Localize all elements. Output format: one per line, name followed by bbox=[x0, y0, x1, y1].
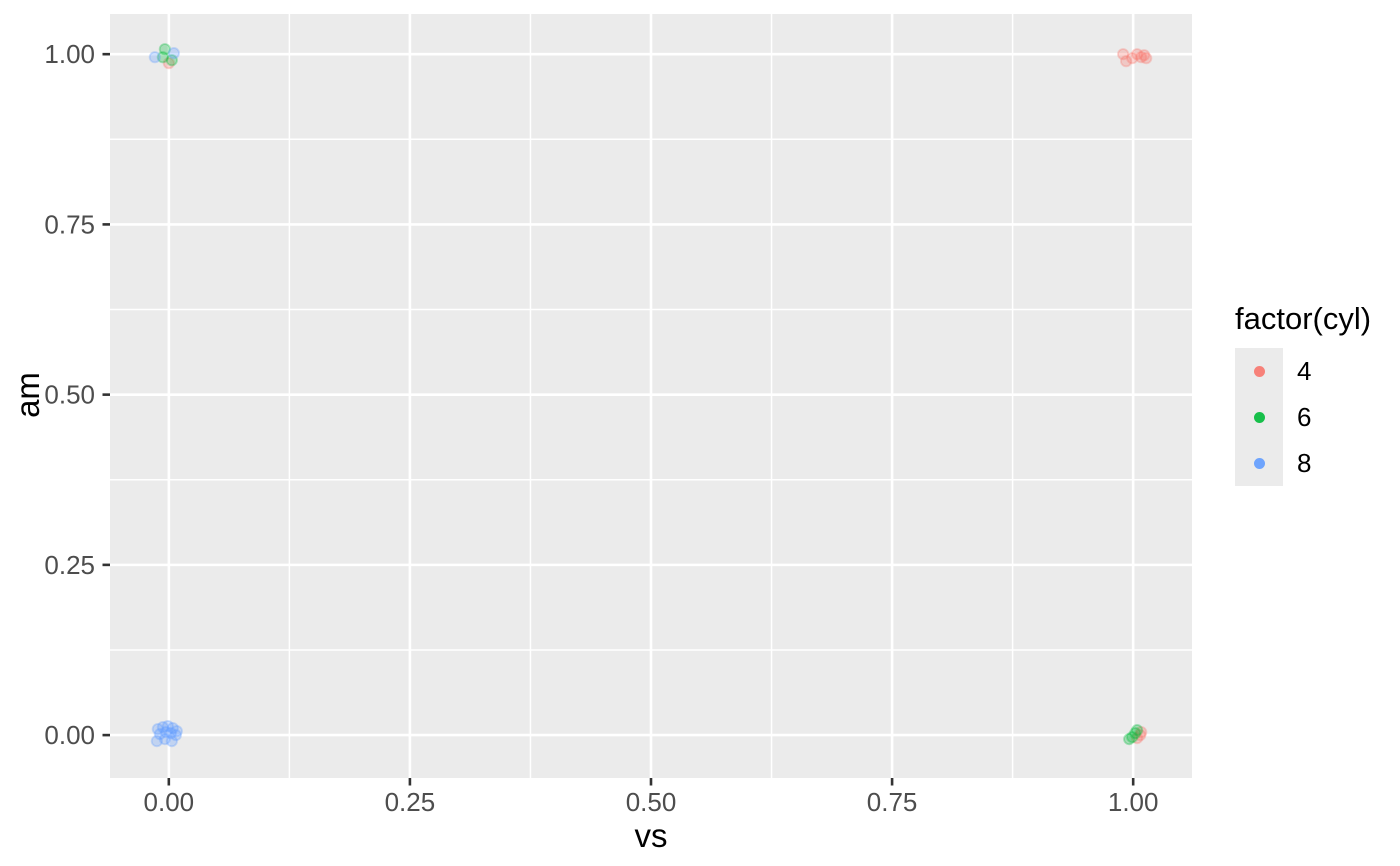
data-point-cyl-8 bbox=[151, 723, 164, 736]
legend-key bbox=[1235, 348, 1283, 394]
data-point-cyl-8 bbox=[161, 720, 174, 733]
data-point-cyl-8 bbox=[167, 47, 180, 60]
x-tick-label: 0.25 bbox=[385, 787, 436, 817]
y-tick-label: 0.25 bbox=[44, 550, 95, 580]
legend-point-icon bbox=[1253, 365, 1265, 377]
legend-label: 4 bbox=[1297, 355, 1312, 386]
data-point-cyl-8 bbox=[148, 51, 161, 64]
legend-point-icon bbox=[1253, 457, 1265, 469]
data-point-cyl-6 bbox=[1123, 733, 1136, 746]
legend-item-6: 6 bbox=[1235, 394, 1371, 440]
data-point-cyl-8 bbox=[164, 727, 177, 740]
y-tick-label: 0.75 bbox=[44, 209, 95, 239]
legend-point-icon bbox=[1253, 411, 1265, 423]
legend: factor(cyl) 4 6 8 bbox=[1235, 302, 1371, 486]
y-axis-title: am bbox=[9, 372, 46, 418]
y-tick-label: 0.50 bbox=[44, 380, 95, 410]
data-point-cyl-6 bbox=[165, 54, 178, 67]
y-tick-label: 0.00 bbox=[44, 720, 95, 750]
legend-title: factor(cyl) bbox=[1235, 301, 1372, 336]
x-tick-label: 0.75 bbox=[867, 787, 918, 817]
data-point-cyl-4 bbox=[1117, 48, 1130, 61]
data-point-cyl-8 bbox=[156, 721, 169, 734]
data-point-cyl-4 bbox=[1120, 55, 1133, 68]
x-tick-label: 0.00 bbox=[144, 787, 195, 817]
legend-label: 6 bbox=[1297, 401, 1312, 432]
data-point-cyl-4 bbox=[1135, 726, 1148, 739]
data-point-cyl-8 bbox=[166, 721, 179, 735]
legend-item-4: 4 bbox=[1235, 348, 1371, 394]
data-point-cyl-4 bbox=[162, 57, 175, 70]
data-point-cyl-4 bbox=[1126, 52, 1139, 65]
legend-items: 4 6 8 bbox=[1235, 348, 1371, 486]
data-point-cyl-6 bbox=[1131, 724, 1144, 737]
legend-key bbox=[1235, 440, 1283, 486]
x-axis-title: vs bbox=[634, 817, 668, 854]
data-point-cyl-4 bbox=[1140, 52, 1153, 65]
data-point-cyl-4 bbox=[1131, 48, 1144, 61]
data-point-cyl-4 bbox=[1131, 731, 1144, 745]
data-point-cyl-8 bbox=[159, 726, 172, 739]
legend-item-8: 8 bbox=[1235, 440, 1371, 486]
data-point-cyl-8 bbox=[153, 727, 166, 741]
data-point-cyl-8 bbox=[158, 733, 171, 746]
y-tick-label: 1.00 bbox=[44, 39, 95, 69]
data-point-cyl-8 bbox=[169, 729, 182, 742]
data-point-cyl-4 bbox=[1138, 49, 1151, 62]
data-point-cyl-4 bbox=[1135, 51, 1148, 64]
data-point-cyl-8 bbox=[165, 734, 178, 748]
data-point-cyl-6 bbox=[1126, 730, 1139, 744]
legend-key bbox=[1235, 394, 1283, 440]
data-point-cyl-8 bbox=[150, 734, 163, 748]
data-point-cyl-8 bbox=[170, 724, 183, 738]
data-point-cyl-6 bbox=[156, 51, 169, 64]
legend-label: 8 bbox=[1297, 447, 1312, 478]
data-point-cyl-4 bbox=[1134, 729, 1147, 742]
data-point-cyl-6 bbox=[158, 43, 171, 56]
x-tick-label: 0.50 bbox=[626, 787, 677, 817]
x-tick-label: 1.00 bbox=[1108, 787, 1159, 817]
data-point-cyl-6 bbox=[1129, 727, 1142, 740]
